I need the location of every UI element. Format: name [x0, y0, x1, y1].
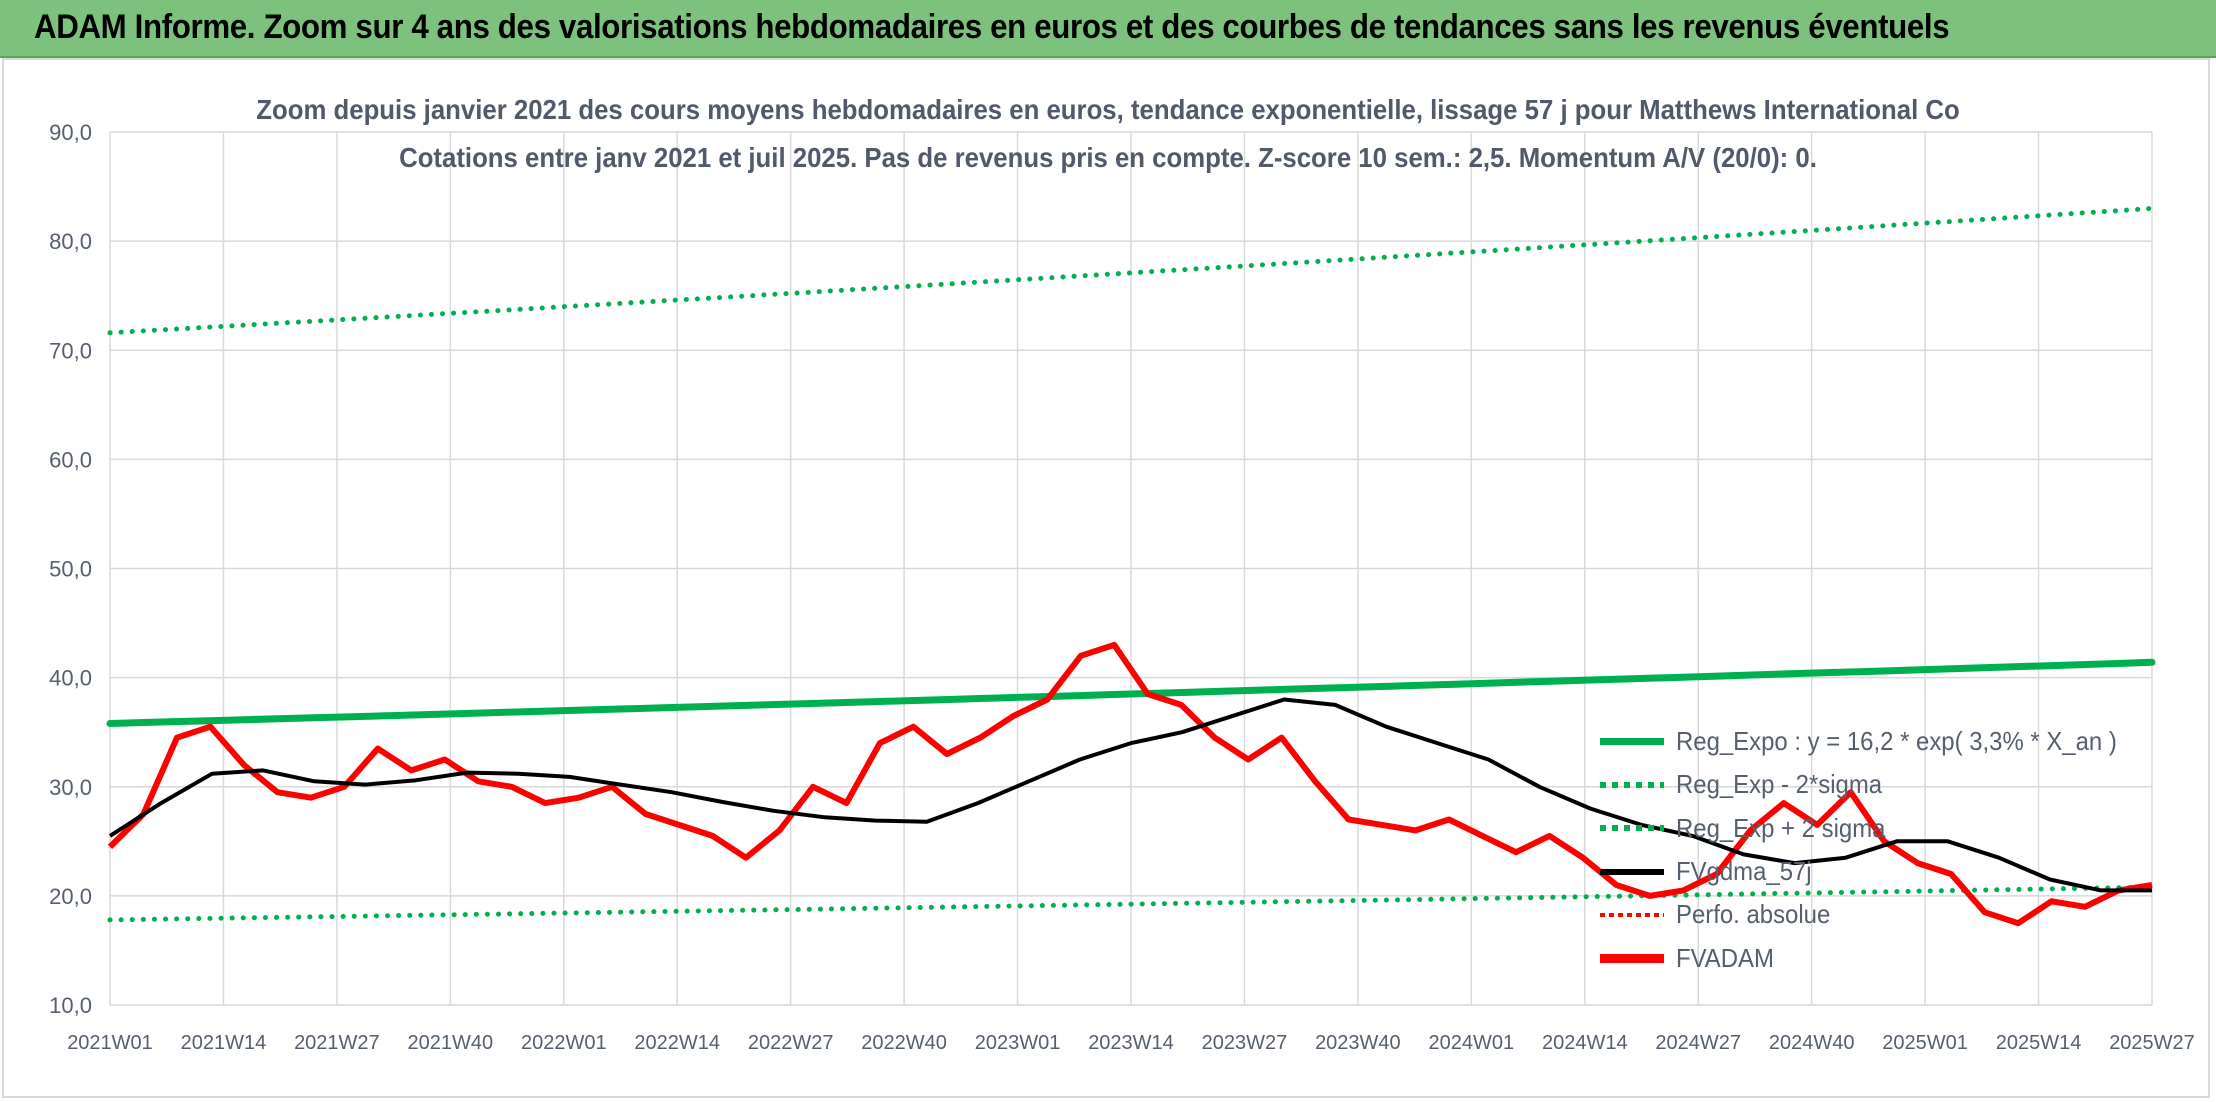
legend-item-reg-exp-minus: Reg_Exp - 2*sigma — [1600, 763, 2120, 806]
x-tick-label: 2021W40 — [408, 1032, 494, 1054]
chart-title-line-2: Cotations entre janv 2021 et juil 2025. … — [399, 142, 1817, 173]
x-tick-label: 2024W27 — [1655, 1032, 1741, 1054]
x-tick-label: 2024W14 — [1542, 1032, 1628, 1054]
chart-title: Zoom depuis janvier 2021 des cours moyen… — [0, 86, 2216, 182]
y-tick-label: 20,0 — [49, 884, 92, 909]
legend-swatch — [1600, 781, 1664, 788]
legend-item-reg-expo: Reg_Expo : y = 16,2 * exp( 3,3% * X_an ) — [1600, 720, 2120, 763]
legend-label: Reg_Exp - 2*sigma — [1676, 769, 1883, 800]
series-reg-expo — [106, 658, 2156, 727]
y-tick-label: 60,0 — [49, 447, 92, 472]
x-tick-label: 2022W27 — [748, 1032, 834, 1054]
x-tick-label: 2022W01 — [521, 1032, 607, 1054]
report-header-banner: ADAM Informe. Zoom sur 4 ans des valoris… — [0, 0, 2216, 58]
x-tick-label: 2025W27 — [2109, 1032, 2195, 1054]
legend-swatch — [1600, 868, 1664, 875]
y-tick-label: 80,0 — [49, 229, 92, 254]
x-tick-label: 2021W01 — [67, 1032, 153, 1054]
y-tick-label: 50,0 — [49, 557, 92, 582]
x-tick-label: 2023W40 — [1315, 1032, 1401, 1054]
x-tick-label: 2024W40 — [1769, 1032, 1855, 1054]
chart-title-line-1: Zoom depuis janvier 2021 des cours moyen… — [256, 94, 1960, 125]
legend-label: Reg_Expo : y = 16,2 * exp( 3,3% * X_an ) — [1676, 726, 2117, 757]
legend-swatch — [1600, 738, 1664, 746]
x-tick-label: 2023W01 — [975, 1032, 1061, 1054]
y-tick-label: 90,0 — [49, 120, 92, 145]
legend-item-fvadam: FVADAM — [1600, 936, 2120, 979]
y-tick-label: 70,0 — [49, 338, 92, 363]
legend-item-fvgdma: FVgdma_57j — [1600, 850, 2120, 893]
x-tick-label: 2021W27 — [294, 1032, 380, 1054]
y-tick-label: 40,0 — [49, 666, 92, 691]
x-tick-label: 2025W01 — [1882, 1032, 1968, 1054]
legend-swatch — [1600, 953, 1664, 963]
legend-item-perfo: Perfo. absolue — [1600, 893, 2120, 936]
x-tick-label: 2025W14 — [1996, 1032, 2082, 1054]
y-tick-label: 10,0 — [49, 993, 92, 1018]
legend-label: Perfo. absolue — [1676, 899, 1831, 930]
legend-label: Reg_Exp + 2 sigma — [1676, 812, 1886, 843]
x-tick-label: 2024W01 — [1429, 1032, 1515, 1054]
x-tick-label: 2023W14 — [1088, 1032, 1174, 1054]
series-fvadam — [107, 641, 2153, 927]
legend-swatch — [1600, 825, 1664, 832]
y-tick-label: 30,0 — [49, 775, 92, 800]
chart-legend: Reg_Expo : y = 16,2 * exp( 3,3% * X_an )… — [1600, 720, 2120, 980]
legend-label: FVgdma_57j — [1676, 856, 1812, 887]
x-tick-label: 2021W14 — [181, 1032, 267, 1054]
chart-frame — [2, 58, 2210, 1098]
series-fvgdma-57j — [108, 697, 2152, 893]
series-reg-exp-minus-2sigma — [107, 884, 2155, 923]
legend-swatch — [1600, 912, 1664, 917]
series-reg-exp-plus-2sigma — [107, 205, 2155, 336]
x-tick-label: 2022W14 — [634, 1032, 720, 1054]
legend-label: FVADAM — [1676, 942, 1774, 973]
x-tick-label: 2022W40 — [861, 1032, 947, 1054]
legend-item-reg-exp-plus: Reg_Exp + 2 sigma — [1600, 807, 2120, 850]
x-tick-label: 2023W27 — [1202, 1032, 1288, 1054]
report-title: ADAM Informe. Zoom sur 4 ans des valoris… — [34, 8, 1950, 46]
